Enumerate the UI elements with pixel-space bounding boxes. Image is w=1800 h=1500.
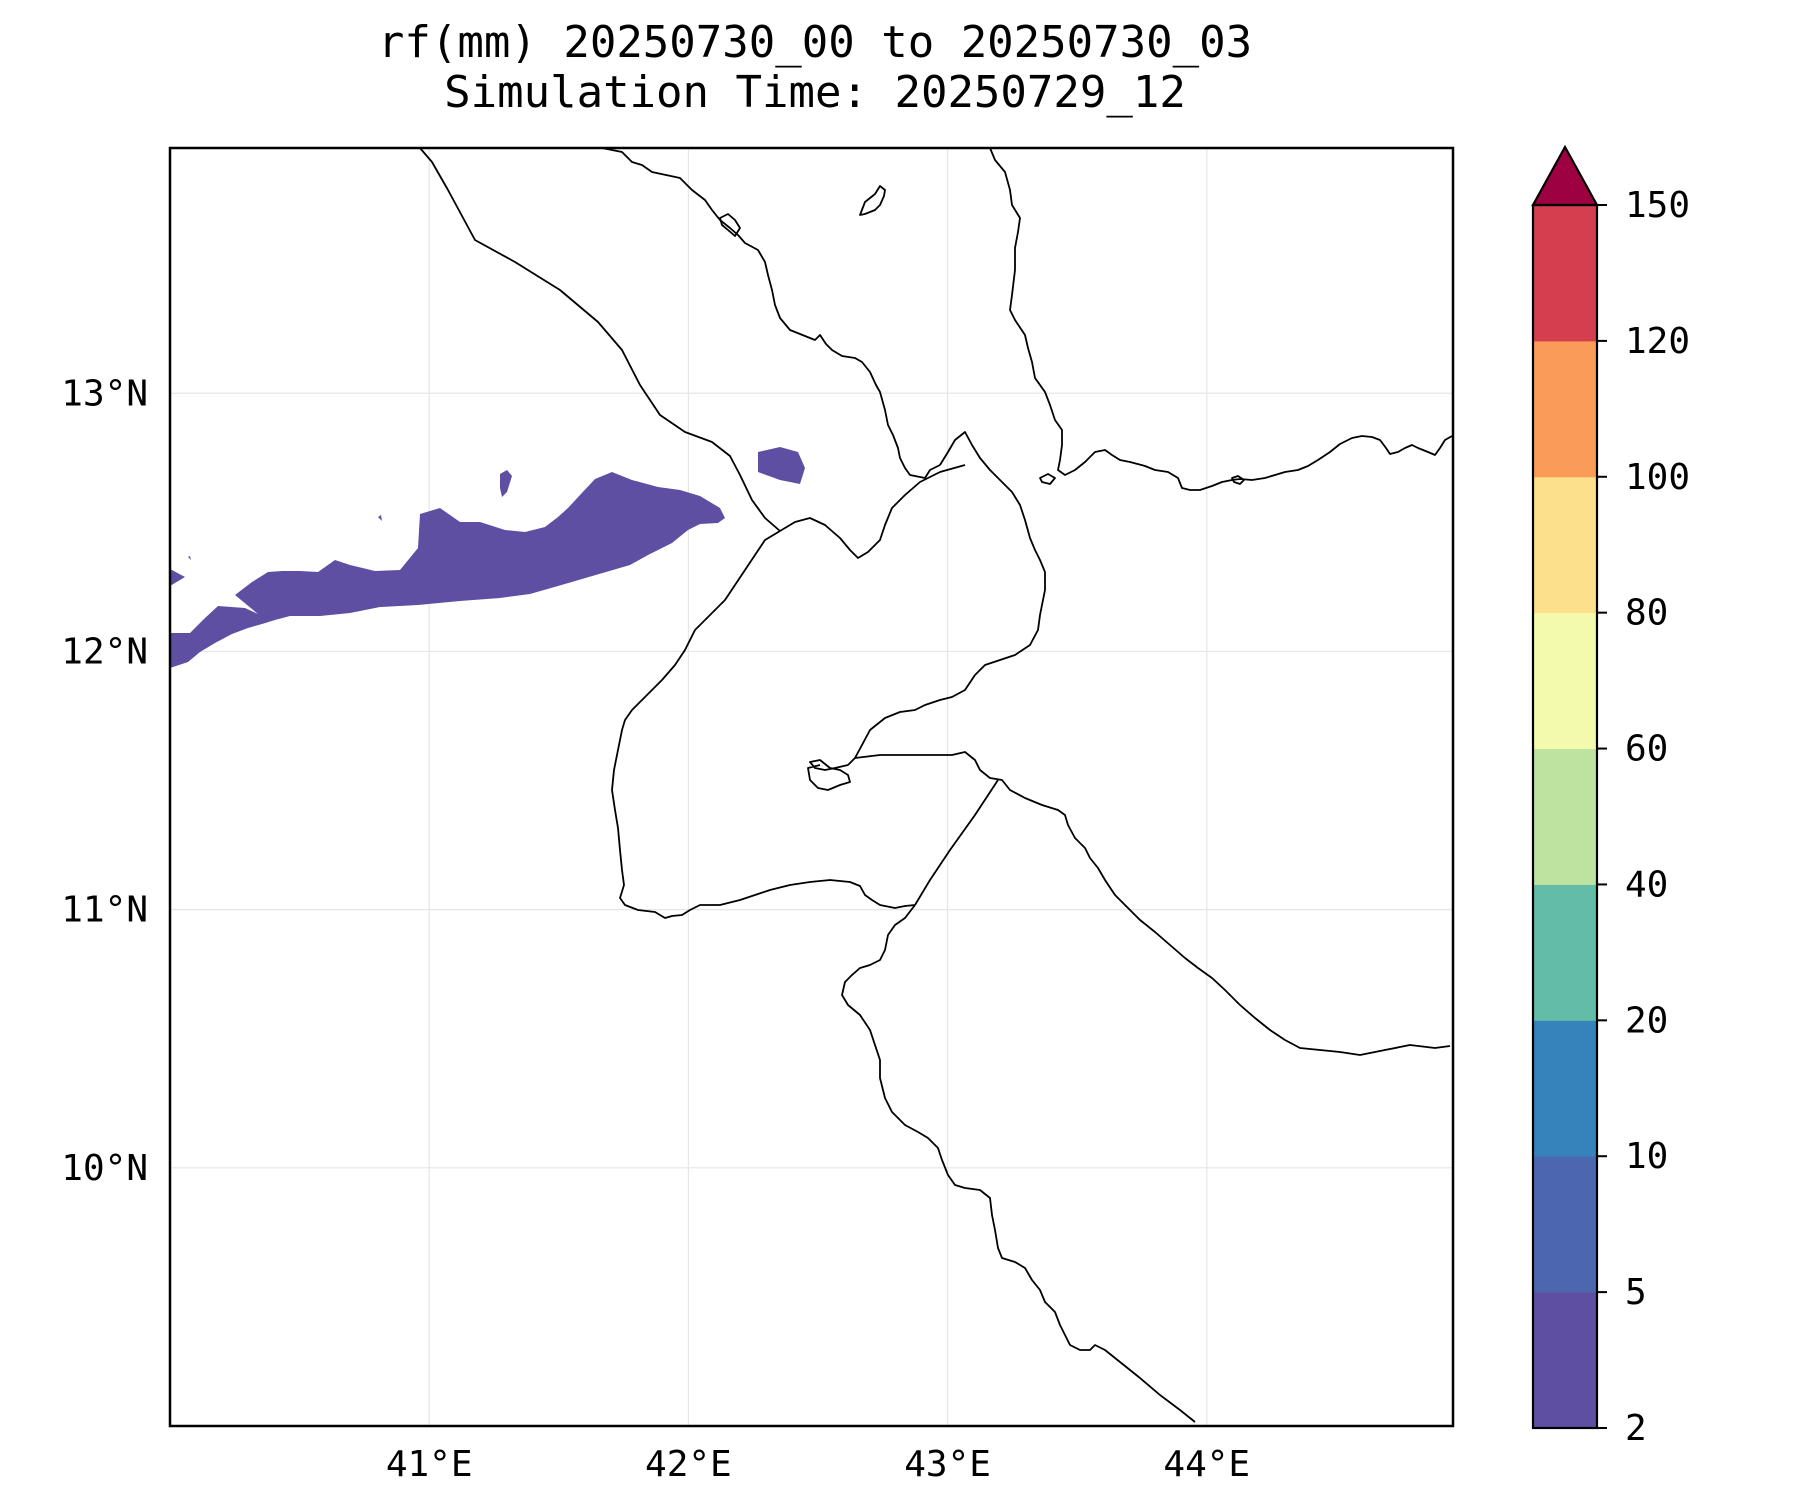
colorbar-segment [1533,1292,1597,1429]
colorbar-segment [1533,476,1597,614]
colorbar-segment [1533,884,1597,1021]
rainfall-area-small-east [758,447,805,484]
border-ethiopia-somaliland [841,904,1196,1423]
lon-tick-label: 44°E [1163,1444,1250,1485]
colorbar-frame [1531,203,1599,1430]
colorbar-tick-label: 60 [1625,729,1668,770]
colorbar-tick-label: 2 [1625,1408,1647,1449]
border-ethiopia-eritrea [419,147,781,532]
lon-tick-label: 43°E [904,1444,991,1485]
lat-tick-label: 11°N [61,890,148,931]
colorbar-segment [1533,612,1597,750]
coastline-djibouti-south [854,751,1451,1056]
island-kamaran [1231,475,1245,485]
border-djibouti-somaliland [914,779,999,906]
colorbar-tick-label: 100 [1625,457,1690,498]
colorbar-segment [1533,1156,1597,1293]
map-title: rf(mm) 20250730_00 to 20250730_03 [377,17,1253,68]
colorbar-tick-label: 20 [1625,1000,1668,1041]
rainfall-area-islet [500,470,512,497]
colorbar-tick-label: 120 [1625,321,1690,362]
lat-tick-label: 12°N [61,631,148,672]
colorbar-tick-label: 80 [1625,593,1668,634]
island-small-north [719,213,741,237]
coastline-eritrea-south [939,431,1046,573]
colorbar-segment [1533,748,1597,885]
colorbar-extend-arrow [1531,144,1599,207]
colorbar-tick-label: 40 [1625,864,1668,905]
axis-labels: 41°E 42°E 43°E 44°E 13°N 12°N 11°N 10°N [61,373,1250,1485]
colorbar-tick-label: 10 [1625,1136,1668,1177]
gridlines [170,148,1453,1426]
border-ethiopia-djibouti [611,530,916,919]
map-subtitle: Simulation Time: 20250729_12 [444,67,1186,118]
border-eritrea-djibouti [779,464,966,559]
title-block: rf(mm) 20250730_00 to 20250730_03 Simula… [170,18,1460,118]
rainfall-area-dot-2 [188,556,191,560]
colorbar-segment [1533,1020,1597,1157]
rainfall-area-west-tip [170,569,185,586]
rainfall-area-main [170,472,725,668]
island-perim [1039,473,1056,485]
rainfall-area-dot-1 [378,515,382,521]
colorbar-tick-label: 5 [1625,1272,1647,1313]
island-dahlak [859,185,886,216]
colorbar-segment [1533,340,1597,478]
colorbar: 2 5 10 20 40 60 80 100 120 150 [1531,144,1690,1449]
coastlines-and-borders [419,147,1453,1423]
colorbar-segment [1533,205,1597,342]
coastline-eritrea-north [601,147,941,479]
colorbar-tick-label: 150 [1625,185,1690,226]
lon-tick-label: 41°E [386,1444,473,1485]
coastline-gulf-tadjoura [807,572,1046,791]
lon-tick-label: 42°E [645,1444,732,1485]
lat-tick-label: 10°N [61,1148,148,1189]
map-frame [168,146,1455,1428]
lat-tick-label: 13°N [61,373,148,414]
rainfall-layer [170,447,805,668]
coastline-yemen [989,147,1453,491]
